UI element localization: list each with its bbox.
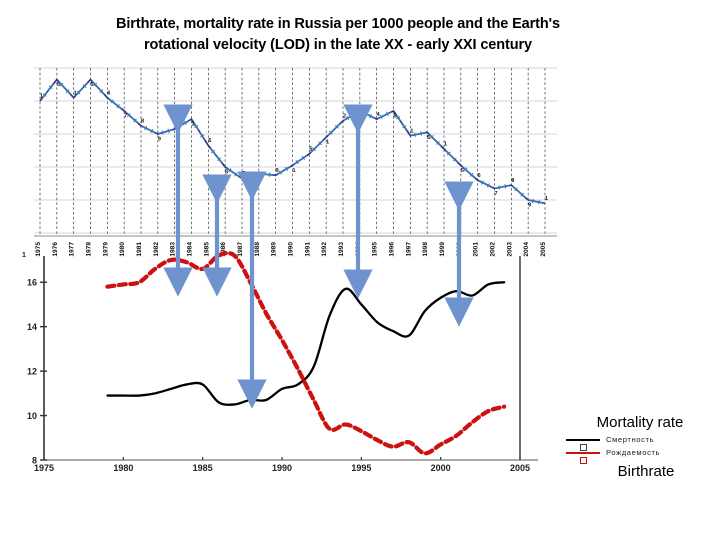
svg-text:2002: 2002 [490,242,497,257]
svg-text:1993: 1993 [338,242,345,257]
svg-text:10: 10 [27,411,37,421]
svg-text:1990: 1990 [272,463,292,473]
svg-text:14: 14 [27,322,37,332]
svg-text:1999: 1999 [439,242,446,257]
svg-text:1978: 1978 [86,242,93,257]
svg-text:1975: 1975 [34,463,54,473]
svg-text:1975: 1975 [35,242,42,257]
svg-text:1992: 1992 [321,242,328,257]
svg-text:9: 9 [528,202,531,208]
svg-text:1996: 1996 [389,242,396,257]
svg-text:1976: 1976 [52,242,59,257]
svg-text:1: 1 [293,168,296,174]
svg-text:1995: 1995 [351,463,371,473]
svg-text:1991: 1991 [304,242,311,257]
legend-swatch-birthrate [566,451,600,464]
legend-marker-mortality [580,443,587,451]
svg-text:5: 5 [57,82,60,88]
svg-text:1982: 1982 [153,242,160,257]
svg-text:2001: 2001 [473,242,480,257]
svg-text:2005: 2005 [540,242,547,257]
svg-text:5: 5 [309,146,312,152]
svg-text:6: 6 [478,173,481,179]
page-title: Birthrate, mortality rate in Russia per … [28,14,648,56]
svg-text:2: 2 [343,113,346,119]
legend-label-birthrate-ru: Рождаемость [606,448,661,457]
legend-mortality-en: Mortality rate [596,414,684,431]
legend-row-birthrate: Рождаемость [566,446,720,464]
svg-text:1998: 1998 [422,242,429,257]
corner-label: 1 [22,252,26,259]
svg-text:1979: 1979 [102,242,109,257]
svg-text:1995: 1995 [372,242,379,257]
svg-text:9: 9 [276,168,279,174]
svg-text:5: 5 [91,82,94,88]
svg-text:8: 8 [32,455,37,465]
svg-text:9: 9 [158,136,161,142]
svg-text:1980: 1980 [119,242,126,257]
svg-text:5: 5 [394,113,397,119]
page-title-line-1: Birthrate, mortality rate in Russia per … [116,16,560,32]
svg-text:7: 7 [495,191,498,197]
svg-text:1: 1 [40,94,43,100]
svg-text:8: 8 [259,176,262,182]
svg-text:12: 12 [27,366,37,376]
svg-text:1985: 1985 [193,463,213,473]
svg-text:7: 7 [124,113,127,119]
svg-text:1: 1 [175,122,178,128]
svg-text:3: 3 [360,113,363,119]
lod-chart-svg: 1 5 1 5 6 7 8 9 1 1 5 6 7 8 9 1 5 1 2 3 4 5 1 5 1 5 6 7 8 9 1 1975 1976 1… [34,67,557,257]
svg-text:1990: 1990 [288,242,295,257]
svg-text:1977: 1977 [69,242,76,257]
svg-text:2004: 2004 [523,242,530,257]
svg-text:1: 1 [74,90,77,96]
page-title-line-2: rotational velocity (LOD) in the late XX… [143,37,532,54]
svg-text:5: 5 [208,138,211,144]
svg-text:4: 4 [377,112,380,118]
svg-text:1: 1 [444,141,447,147]
lod-chart: 1 5 1 5 6 7 8 9 1 1 5 6 7 8 9 1 5 1 2 3 4 5 1 5 1 5 6 7 8 9 1 1975 1976 1… [0,58,560,258]
svg-text:1: 1 [545,196,548,202]
svg-text:1981: 1981 [136,242,143,257]
svg-text:5: 5 [427,135,430,141]
svg-text:1989: 1989 [271,242,278,257]
chart-legend: Mortality rate Смертность Рождаемость Bi… [556,414,720,480]
legend-birthrate-en: Birthrate [617,463,675,480]
svg-text:16: 16 [27,278,37,288]
svg-text:2000: 2000 [431,463,451,473]
legend-marker-birthrate [580,456,587,464]
svg-text:7: 7 [242,171,245,177]
svg-text:1: 1 [326,140,329,146]
legend-row-mortality: Смертность [566,433,720,451]
svg-text:2005: 2005 [510,463,530,473]
legend-label-mortality-ru: Смертность [606,435,655,444]
svg-text:8: 8 [141,118,144,124]
svg-text:8: 8 [511,178,514,184]
population-chart: 8 10 12 14 16 1975 1980 1985 1990 1995 2000 2005 [0,250,560,490]
svg-text:2003: 2003 [506,242,513,257]
legend-swatch-mortality [566,438,600,451]
svg-text:6: 6 [107,90,110,96]
svg-text:1980: 1980 [113,463,133,473]
svg-text:5: 5 [461,168,464,174]
svg-text:1997: 1997 [405,242,412,257]
population-chart-svg: 8 10 12 14 16 1975 1980 1985 1990 1995 2000 2005 [27,250,538,473]
svg-text:1: 1 [410,128,413,134]
legend-series-list: Смертность Рождаемость [556,433,720,464]
svg-text:6: 6 [225,169,228,175]
svg-text:1: 1 [192,122,195,128]
